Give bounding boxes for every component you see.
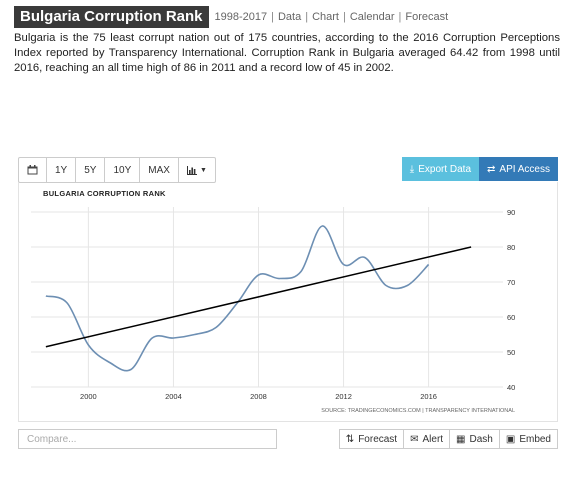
dash-label: Dash (469, 433, 493, 445)
exchange-icon: ⇄ (487, 163, 496, 175)
trend-line (45, 246, 472, 348)
chart-type-dropdown[interactable]: ▼ (179, 158, 215, 182)
data-point-2006 (214, 326, 217, 329)
y-tick-label-90: 90 (507, 208, 515, 217)
export-controls: ⤓ Export Data ⇄ API Access (401, 157, 558, 181)
data-point-2000 (87, 344, 90, 347)
data-point-2008 (257, 274, 260, 277)
y-tick-label-60: 60 (507, 313, 515, 322)
data-point-2003 (151, 337, 154, 340)
export-data-button[interactable]: ⤓ Export Data (401, 157, 480, 181)
forecast-link[interactable]: Forecast (405, 11, 449, 23)
line-chart: BULGARIA CORRUPTION RANK 40 50 60 70 80 90 2000… (31, 189, 515, 414)
x-tick-label-2004: 2004 (165, 392, 182, 401)
alert-label: Alert (422, 433, 444, 445)
chart-container: BULGARIA CORRUPTION RANK 40 50 60 70 80 90 2000… (18, 182, 558, 422)
sub-navigation: 1998-2017 | Data | Chart | Calendar | Fo… (214, 11, 449, 23)
sort-icon: ⇅ (345, 433, 355, 445)
data-point-2001 (108, 361, 111, 364)
series-line-0 (45, 225, 430, 372)
range-1y-button[interactable]: 1Y (47, 158, 77, 182)
chart-source: SOURCE: TRADINGECONOMICS.COM | TRANSPARE… (321, 408, 515, 414)
x-tick-label-2000: 2000 (80, 392, 97, 401)
bottom-bar: ⇅ Forecast ✉ Alert ▦ Dash ▣ Embed (18, 429, 558, 451)
range-button-group: 1Y 5Y 10Y MAX ▼ (18, 157, 216, 183)
range-5y-button[interactable]: 5Y (76, 158, 106, 182)
data-point-2015 (406, 284, 409, 287)
chart-title: BULGARIA CORRUPTION RANK (43, 189, 166, 198)
download-icon: ⤓ (409, 163, 415, 175)
data-point-1998 (44, 295, 47, 298)
dash-button[interactable]: ▦ Dash (449, 429, 500, 449)
calendar-icon[interactable] (19, 158, 47, 182)
x-tick-label-2008: 2008 (250, 392, 267, 401)
chevron-down-icon: ▼ (199, 166, 207, 174)
data-point-2002 (129, 368, 132, 371)
page-header: Bulgaria Corruption Rank 1998-2017 | Dat… (14, 6, 448, 28)
compare-input[interactable] (18, 429, 277, 449)
forecast-label: Forecast (358, 433, 398, 445)
page-title: Bulgaria Corruption Rank (14, 6, 209, 28)
data-point-2013 (363, 256, 366, 259)
calendar-link[interactable]: Calendar (349, 11, 395, 23)
y-tick-label-50: 50 (507, 348, 515, 357)
data-point-2012 (342, 263, 345, 266)
y-tick-label-70: 70 (507, 278, 515, 287)
data-point-2009 (278, 277, 281, 280)
y-tick-label-80: 80 (507, 243, 515, 252)
dashboard-icon: ▦ (456, 433, 466, 445)
api-access-label: API Access (499, 163, 550, 175)
data-point-2014 (385, 284, 388, 287)
embed-label: Embed (519, 433, 551, 445)
data-point-1999 (66, 302, 69, 305)
alert-icon: ✉ (410, 433, 419, 445)
forecast-button[interactable]: ⇅ Forecast (338, 429, 405, 449)
y-tick-label-40: 40 (507, 383, 515, 392)
description-text: Bulgaria is the 75 least corrupt nation … (14, 32, 560, 74)
bar-chart-icon (186, 165, 197, 175)
data-point-2004 (172, 337, 175, 340)
x-tick-label-2016: 2016 (420, 392, 437, 401)
data-point-2005 (193, 333, 196, 336)
data-point-2016 (427, 263, 430, 266)
data-point-2011 (321, 225, 324, 228)
api-access-button[interactable]: ⇄ API Access (479, 157, 558, 181)
bottom-buttons: ⇅ Forecast ✉ Alert ▦ Dash ▣ Embed (338, 429, 558, 449)
alert-button[interactable]: ✉ Alert (403, 429, 451, 449)
image-icon: ▣ (505, 433, 516, 445)
chart-toolbar: 1Y 5Y 10Y MAX ▼ ⤓ Export Data ⇄ API Acce… (18, 157, 558, 183)
data-link[interactable]: Data (277, 11, 302, 23)
x-tick-label-2012: 2012 (335, 392, 352, 401)
range-10y-button[interactable]: 10Y (105, 158, 141, 182)
date-range-label: 1998-2017 (214, 11, 268, 23)
embed-button[interactable]: ▣ Embed (498, 429, 558, 449)
chart-link[interactable]: Chart (312, 11, 339, 23)
data-point-2010 (300, 270, 303, 273)
range-max-button[interactable]: MAX (140, 158, 179, 182)
export-data-label: Export Data (418, 163, 472, 175)
